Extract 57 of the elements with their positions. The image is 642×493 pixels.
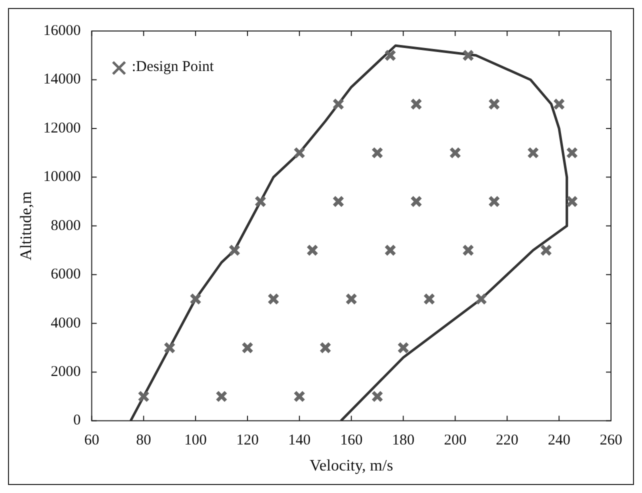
x-tick-label: 120 xyxy=(236,432,259,449)
point xyxy=(423,292,436,305)
point xyxy=(332,98,344,110)
x-tick-label: 80 xyxy=(136,432,152,449)
point xyxy=(216,390,228,402)
x-tick-label: 180 xyxy=(392,432,415,449)
point xyxy=(267,292,280,305)
x-tick-label: 160 xyxy=(340,432,363,449)
x-tick-label: 60 xyxy=(84,432,100,449)
point xyxy=(410,98,422,110)
point xyxy=(242,342,254,354)
x-tick-label: 220 xyxy=(496,432,518,449)
point xyxy=(384,49,396,62)
point xyxy=(566,146,578,159)
point xyxy=(293,146,306,159)
y-tick-label: 6000 xyxy=(50,266,81,283)
point xyxy=(228,244,240,256)
y-tick-label: 14000 xyxy=(43,72,81,88)
x-tick-label: 100 xyxy=(184,432,207,449)
point xyxy=(254,196,266,208)
point xyxy=(319,342,332,354)
y-tick-label: 16000 xyxy=(43,22,81,39)
y-tick-label: 2000 xyxy=(50,364,81,380)
point xyxy=(566,196,578,208)
x-axis-title: Velocity, m/s xyxy=(310,458,394,475)
point xyxy=(138,390,150,402)
legend-label: :Design Point xyxy=(132,59,214,76)
point xyxy=(462,49,474,62)
x-tick-label: 240 xyxy=(548,432,570,449)
point xyxy=(462,244,474,256)
point xyxy=(190,292,202,305)
point xyxy=(306,244,318,256)
point xyxy=(553,98,566,110)
point xyxy=(384,244,396,256)
point xyxy=(449,146,462,159)
point xyxy=(332,196,344,208)
x-tick-label: 260 xyxy=(600,432,622,449)
point xyxy=(540,244,552,256)
y-tick-label: 4000 xyxy=(50,315,81,332)
point xyxy=(527,146,540,159)
point xyxy=(164,342,176,354)
y-tick-label: 8000 xyxy=(50,218,81,234)
point xyxy=(371,390,384,402)
y-axis-title: Altitude,m xyxy=(18,190,35,260)
point xyxy=(475,292,488,305)
point xyxy=(397,342,410,354)
x-tick-label: 140 xyxy=(288,432,311,449)
point xyxy=(371,146,384,159)
point xyxy=(488,98,500,110)
y-tick-label: 0 xyxy=(73,412,81,429)
y-tick-label: 10000 xyxy=(43,169,81,186)
y-tick-label: 12000 xyxy=(43,120,81,136)
point xyxy=(293,390,306,402)
x-tick-label: 200 xyxy=(444,432,466,449)
point xyxy=(410,196,422,208)
point xyxy=(345,292,358,305)
point xyxy=(488,196,500,208)
